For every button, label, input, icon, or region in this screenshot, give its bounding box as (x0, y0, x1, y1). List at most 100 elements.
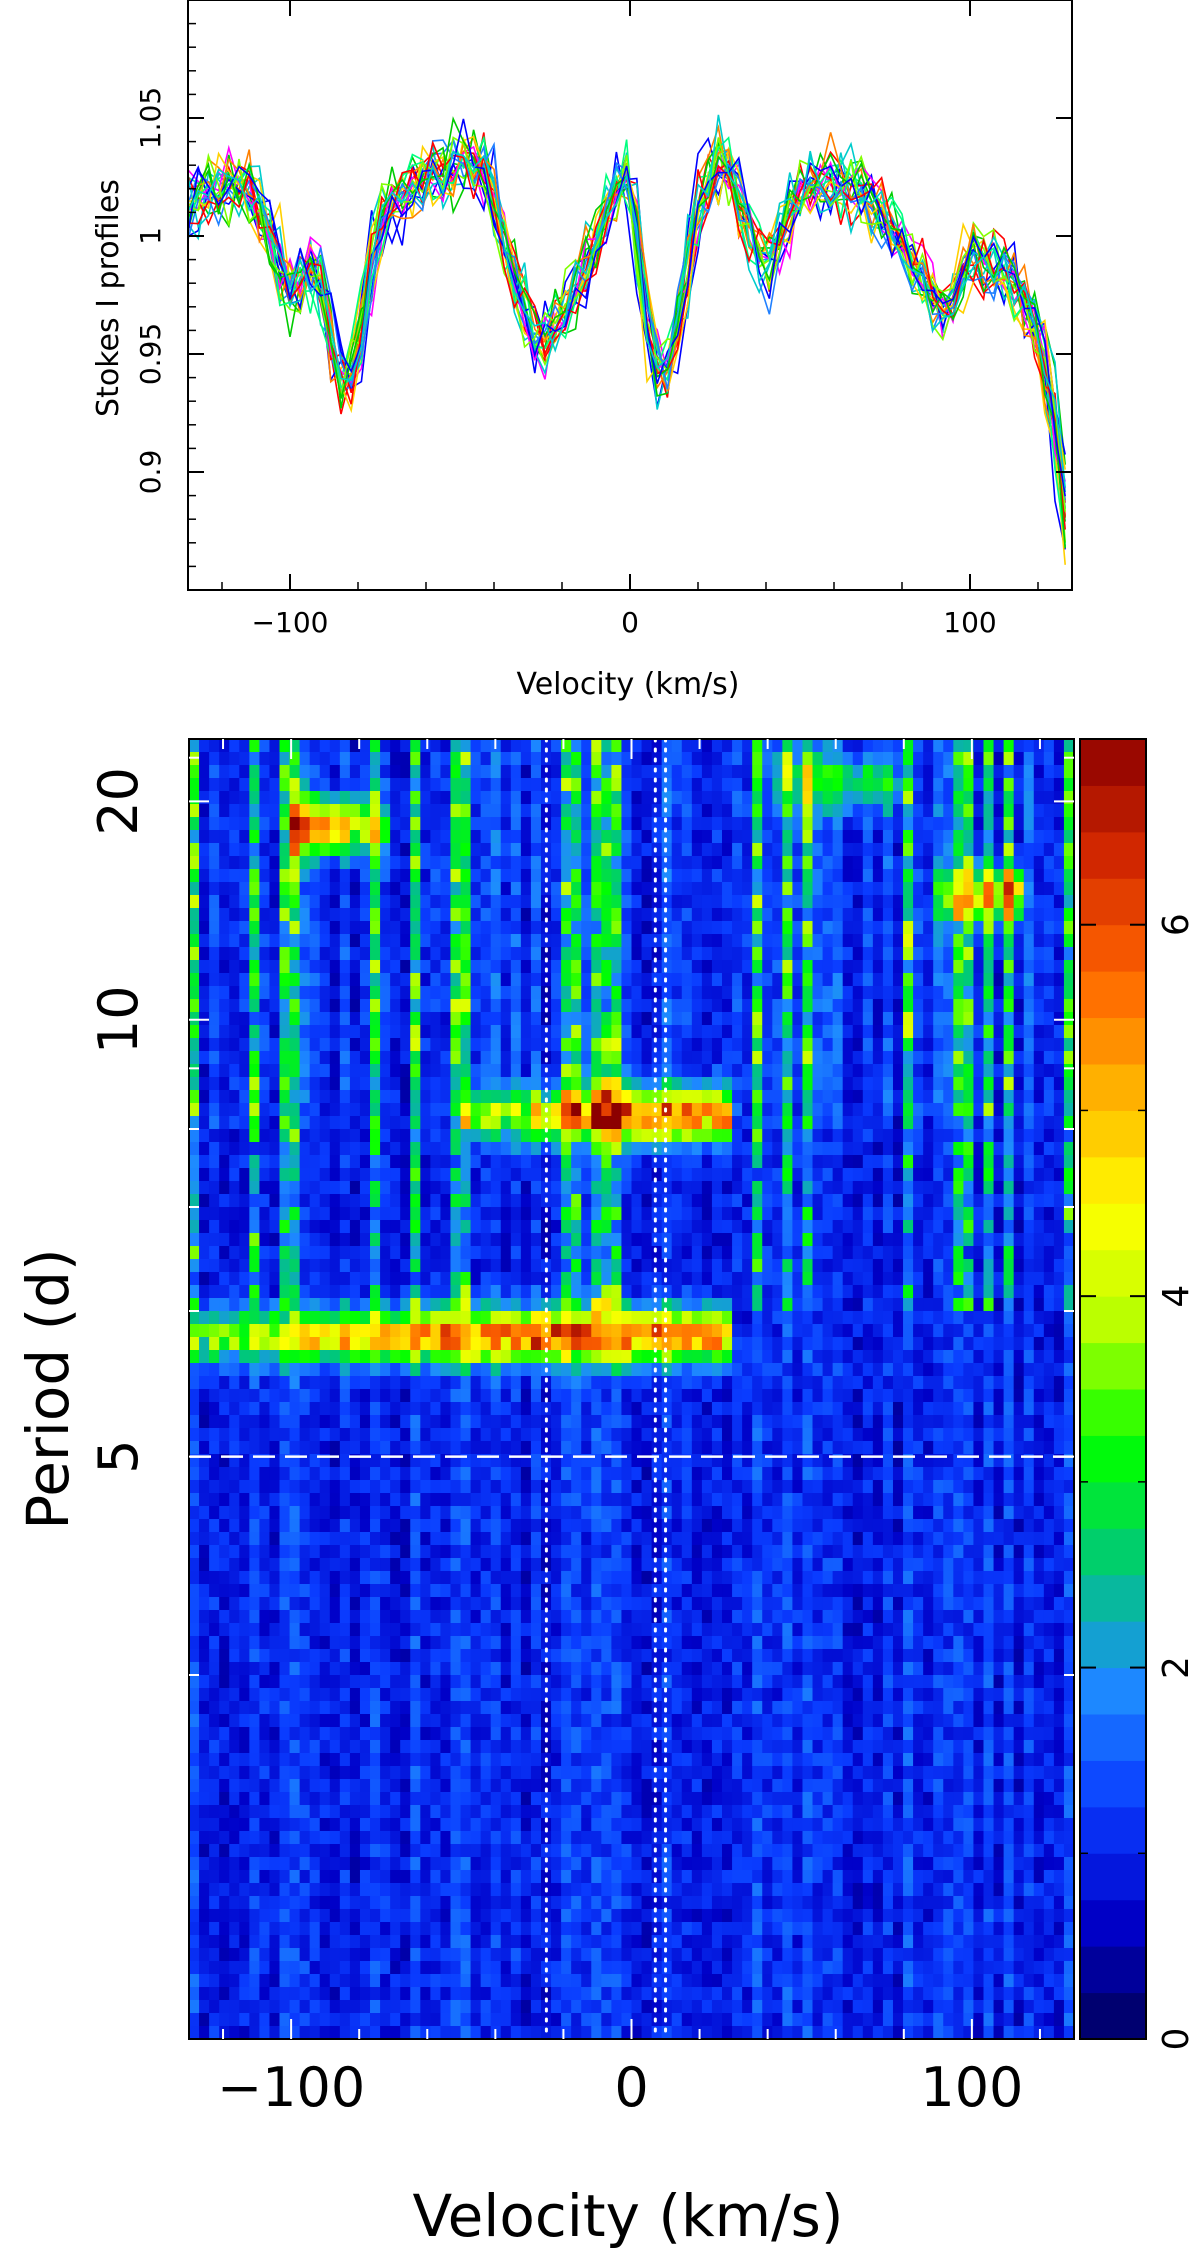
heatmap-cell (722, 869, 733, 883)
heatmap-cell (199, 1298, 210, 1312)
heatmap-cell (681, 765, 693, 779)
heatmap-cell (782, 765, 794, 779)
heatmap-cell (762, 1090, 773, 1104)
heatmap-cell (651, 1324, 663, 1338)
heatmap-cell (460, 778, 472, 792)
heatmap-cell (601, 739, 612, 753)
heatmap-cell (430, 973, 442, 987)
heatmap-cell (832, 791, 844, 805)
heatmap-cell (390, 1311, 401, 1325)
heatmap-cell (953, 1012, 964, 1026)
heatmap-cell (641, 934, 653, 948)
heatmap-cell (691, 1038, 703, 1052)
heatmap-cell (309, 1246, 321, 1260)
heatmap-cell (882, 882, 894, 896)
heatmap-cell (249, 1025, 260, 1039)
heatmap-cell (963, 817, 975, 831)
heatmap-cell (983, 999, 995, 1013)
heatmap-cell (822, 1090, 834, 1104)
heatmap-cell (862, 1116, 874, 1130)
heatmap-cell (792, 1337, 804, 1351)
heatmap-cell (319, 791, 331, 805)
heatmap-cell (450, 1454, 462, 1468)
heatmap-cell (1023, 1064, 1035, 1078)
heatmap-cell (752, 1116, 763, 1130)
heatmap-cell (812, 1285, 824, 1299)
heatmap-cell (460, 973, 472, 987)
heatmap-cell (872, 999, 884, 1013)
heatmap-cell (822, 1376, 834, 1390)
heatmap-cell (390, 1454, 401, 1468)
heatmap-cell (1023, 1025, 1035, 1039)
heatmap-cell (1023, 960, 1035, 974)
heatmap-cell (370, 1402, 381, 1416)
heatmap-cell (832, 1142, 844, 1156)
heatmap-cell (551, 1324, 562, 1338)
heatmap-cell (641, 1064, 653, 1078)
heatmap-cell (782, 1064, 794, 1078)
heatmap-cell (1013, 1142, 1025, 1156)
heatmap-cell (722, 999, 733, 1013)
heatmap-cell (862, 960, 874, 974)
heatmap-cell (329, 1428, 341, 1442)
heatmap-cell (913, 934, 924, 948)
heatmap-cell (410, 1415, 421, 1429)
heatmap-cell (500, 882, 512, 896)
heatmap-cell (621, 1129, 633, 1143)
heatmap-cell (1013, 895, 1025, 909)
heatmap-cell (189, 1116, 200, 1130)
heatmap-cell (651, 1233, 663, 1247)
heatmap-cell (782, 1389, 794, 1403)
heatmap-cell (892, 947, 904, 961)
heatmap-cell (762, 1311, 773, 1325)
heatmap-cell (430, 1103, 442, 1117)
heatmap-cell (581, 1350, 592, 1364)
heatmap-cell (359, 1454, 371, 1468)
heatmap-cell (701, 1220, 713, 1234)
heatmap-cell (711, 960, 723, 974)
heatmap-cell (259, 973, 271, 987)
heatmap-cell (480, 1090, 492, 1104)
heatmap-cell (249, 830, 260, 844)
heatmap-cell (229, 999, 240, 1013)
heatmap-cell (903, 1376, 914, 1390)
heatmap-cell (782, 1025, 794, 1039)
heatmap-cell (601, 1051, 612, 1065)
heatmap-cell (933, 817, 944, 831)
heatmap-cell (561, 908, 572, 922)
heatmap-cell (470, 882, 482, 896)
heatmap-cell (601, 1350, 612, 1364)
heatmap-cell (832, 960, 844, 974)
heatmap-cell (1033, 856, 1045, 870)
heatmap-cell (390, 1116, 401, 1130)
heatmap-cell (410, 1103, 421, 1117)
heatmap-cell (983, 739, 995, 753)
heatmap-cell (299, 1207, 311, 1221)
heatmap-cell (792, 1285, 804, 1299)
heatmap-cell (380, 934, 391, 948)
heatmap-cell (1033, 1142, 1045, 1156)
heatmap-cell (933, 895, 944, 909)
heatmap-cell (1063, 1376, 1074, 1390)
heatmap-cell (561, 1246, 572, 1260)
heatmap-cell (832, 973, 844, 987)
heatmap-cell (450, 1090, 462, 1104)
heatmap-cell (923, 1116, 934, 1130)
heatmap-cell (631, 739, 643, 753)
heatmap-cell (852, 1311, 864, 1325)
heatmap-cell (1013, 1116, 1025, 1130)
heatmap-cell (852, 1103, 864, 1117)
heatmap-cell (591, 1077, 602, 1091)
heatmap-cell (249, 882, 260, 896)
heatmap-cell (852, 1155, 864, 1169)
heatmap-cell (953, 1337, 964, 1351)
heatmap-cell (390, 882, 401, 896)
heatmap-cell (289, 1246, 301, 1260)
heatmap-cell (380, 778, 391, 792)
heatmap-cell (691, 1207, 703, 1221)
heatmap-cell (983, 1428, 995, 1442)
heatmap-cell (450, 1103, 462, 1117)
heatmap-cell (540, 1376, 552, 1390)
heatmap-cell (581, 817, 592, 831)
heatmap-cell (1063, 1051, 1074, 1065)
